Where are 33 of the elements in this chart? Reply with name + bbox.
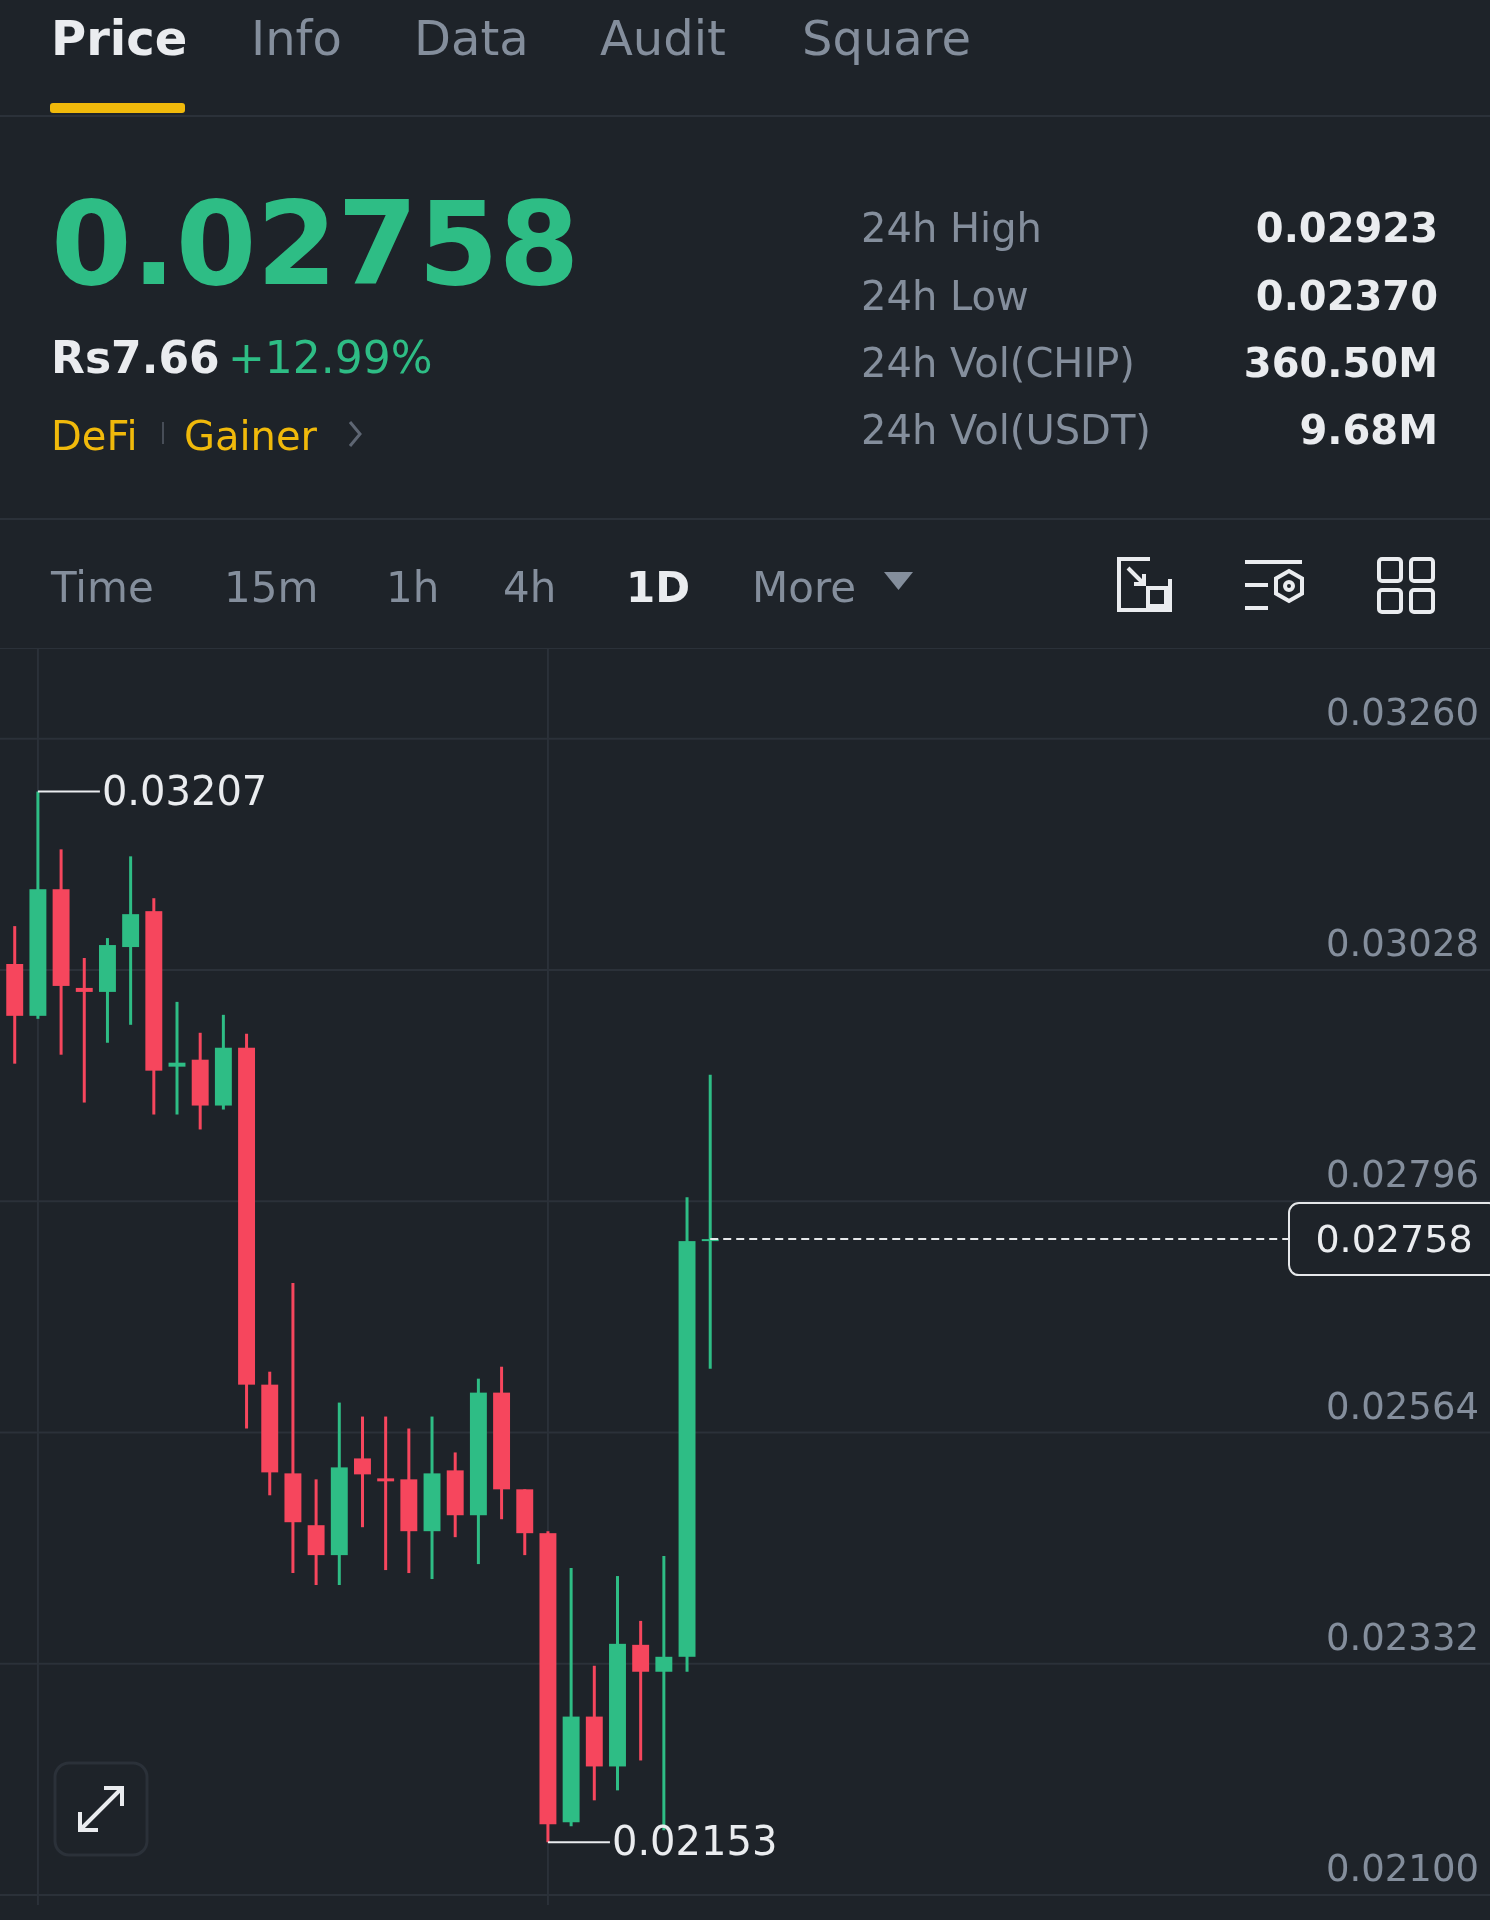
text: 360.50M <box>1243 340 1438 386</box>
y-tick-label: 0.03028 <box>1325 921 1479 965</box>
chart-title: 0.02758 <box>51 176 580 311</box>
text: 9.68M <box>1299 407 1438 453</box>
text: DeFi <box>51 413 138 459</box>
text: 1h <box>386 563 440 612</box>
y-tick-label: 0.02332 <box>1325 1615 1479 1659</box>
ref-line-label: 0.02758 <box>1315 1217 1473 1262</box>
text: 24h Vol(USDT) <box>861 407 1151 453</box>
annotation: 0.03207 <box>101 767 268 814</box>
text: +12.99% <box>228 332 433 383</box>
text: Price <box>51 10 188 66</box>
text: 24h High <box>861 205 1042 251</box>
y-tick-label: 0.02100 <box>1325 1847 1479 1891</box>
text: Audit <box>600 10 726 66</box>
y-tick-label: 0.02796 <box>1325 1153 1479 1197</box>
text: 15m <box>224 563 319 612</box>
text: 24h Low <box>861 273 1029 319</box>
text: Square <box>802 10 971 66</box>
text: More <box>752 563 857 612</box>
annotation: 0.02153 <box>611 1818 778 1865</box>
text: 1D <box>626 563 691 612</box>
text: 4h <box>503 563 557 612</box>
text: Data <box>414 10 529 66</box>
text: Info <box>251 10 342 66</box>
text: 0.02370 <box>1255 273 1438 319</box>
text: 24h Vol(CHIP) <box>861 340 1135 386</box>
y-tick-label: 0.03260 <box>1325 690 1479 734</box>
text: Gainer <box>184 413 318 459</box>
y-tick-label: 0.02564 <box>1325 1384 1479 1428</box>
text: 0.02923 <box>1255 205 1438 251</box>
text: Time <box>50 563 154 612</box>
text: Rs7.66 <box>51 332 220 383</box>
